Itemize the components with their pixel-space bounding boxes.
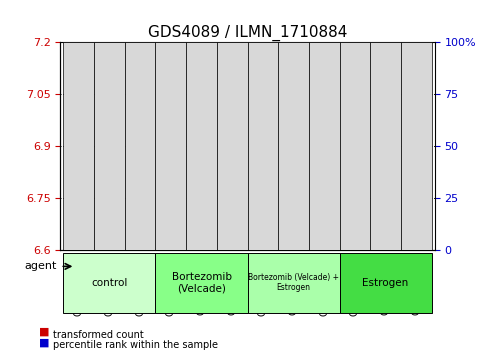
FancyBboxPatch shape [63,42,94,250]
Text: transformed count: transformed count [53,330,144,339]
Bar [316,152,333,250]
FancyBboxPatch shape [309,42,340,250]
Text: percentile rank within the sample: percentile rank within the sample [53,340,218,350]
Bar [101,165,118,250]
FancyBboxPatch shape [370,42,401,250]
Bar [408,165,425,250]
Bar [317,163,332,167]
FancyBboxPatch shape [94,42,125,250]
Bar [286,197,301,201]
FancyBboxPatch shape [340,253,432,313]
Bar [255,196,271,250]
Bar [132,187,148,190]
Text: ■: ■ [39,337,49,347]
Bar [71,165,86,169]
FancyBboxPatch shape [248,42,278,250]
Bar [278,42,309,250]
Bar [194,206,209,211]
FancyBboxPatch shape [278,42,309,250]
Bar [156,42,186,250]
Bar [162,134,179,250]
Bar [377,136,394,250]
Bar [94,42,125,250]
FancyBboxPatch shape [340,42,370,250]
Bar [186,42,217,250]
FancyBboxPatch shape [186,42,217,250]
Bar [193,190,210,250]
Bar [401,42,432,250]
Bar [163,146,178,150]
Bar [225,197,240,201]
FancyBboxPatch shape [217,42,248,250]
Bar [347,164,363,169]
Text: Estrogen: Estrogen [362,278,409,287]
FancyBboxPatch shape [156,42,186,250]
Bar [409,187,424,190]
Title: GDS4089 / ILMN_1710884: GDS4089 / ILMN_1710884 [148,25,347,41]
Text: control: control [91,278,128,287]
Bar [125,42,156,250]
Bar [309,42,340,250]
FancyBboxPatch shape [156,253,248,313]
Text: Bortezomib
(Velcade): Bortezomib (Velcade) [171,272,231,293]
FancyBboxPatch shape [125,42,156,250]
Bar [285,177,302,250]
Bar [132,165,149,250]
FancyBboxPatch shape [401,42,432,250]
Bar [217,42,248,250]
Text: Bortezomib (Velcade) +
Estrogen: Bortezomib (Velcade) + Estrogen [248,273,339,292]
Bar [248,42,278,250]
FancyBboxPatch shape [63,253,156,313]
Bar [370,42,401,250]
Text: agent: agent [24,261,57,272]
Bar [63,42,94,250]
Bar [378,146,393,150]
Text: ■: ■ [39,326,49,337]
FancyBboxPatch shape [248,253,340,313]
Bar [256,207,270,211]
Bar [340,42,370,250]
Bar [71,159,87,250]
Bar [102,188,117,192]
Bar [346,155,363,250]
Bar [224,172,241,250]
